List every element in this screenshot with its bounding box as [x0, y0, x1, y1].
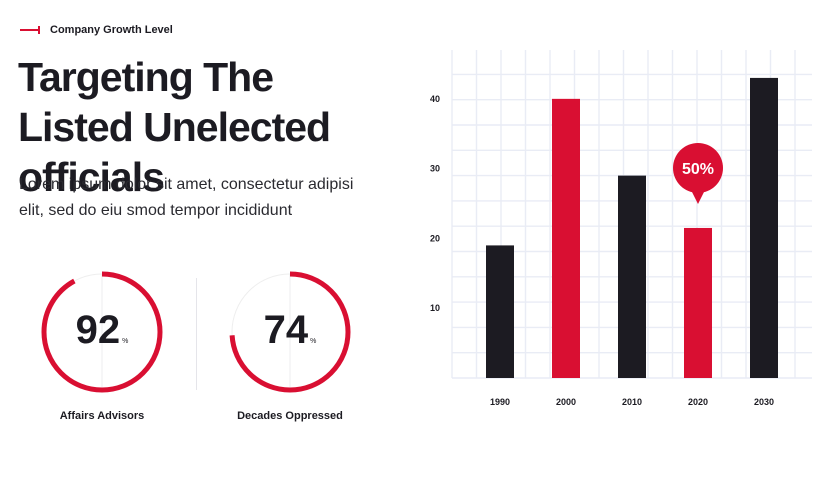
stat-unit: % [122, 338, 129, 345]
stat-label: Decades Oppressed [237, 410, 343, 422]
bar-2030 [750, 77, 778, 379]
ring-progress [229, 271, 351, 393]
y-tick-label: 30 [430, 164, 440, 174]
y-tick-label: 40 [430, 94, 440, 104]
x-tick-label: 1990 [490, 397, 510, 407]
bar-2010 [618, 175, 646, 378]
stat-divider [196, 278, 197, 390]
progress-ring-icon [41, 271, 163, 393]
callout-pointer [691, 189, 705, 204]
eyebrow: Company Growth Level [20, 24, 173, 36]
ring-progress [41, 271, 163, 393]
bar-1990 [486, 245, 514, 378]
y-tick-label: 20 [430, 233, 440, 243]
stat-value: 74 [263, 308, 309, 352]
intro-text: Lorem ipsum dolor sit amet, consectetur … [19, 176, 354, 219]
stat-value: 92 [75, 308, 121, 352]
progress-ring-icon [229, 271, 351, 393]
callout-bubble [673, 142, 723, 193]
x-tick-label: 2010 [622, 397, 642, 407]
stat-label: Affairs Advisors [59, 410, 145, 422]
eyebrow-text: Company Growth Level [50, 24, 173, 36]
bar-2020 [684, 227, 712, 378]
x-tick-label: 2000 [556, 397, 576, 407]
bar-2000 [552, 98, 580, 378]
callout-label: 50% [682, 161, 714, 178]
stat-affairs-advisors: 92% Affairs Advisors [32, 262, 172, 422]
stat-decades-oppressed: 74% Decades Oppressed [220, 262, 360, 422]
y-tick-label: 10 [430, 303, 440, 313]
eyebrow-line-icon [20, 26, 40, 34]
stat-unit: % [310, 338, 317, 345]
x-tick-label: 2030 [754, 397, 774, 407]
page-title: Targeting The Listed Unelected officials [18, 54, 331, 200]
x-tick-label: 2020 [688, 397, 708, 407]
